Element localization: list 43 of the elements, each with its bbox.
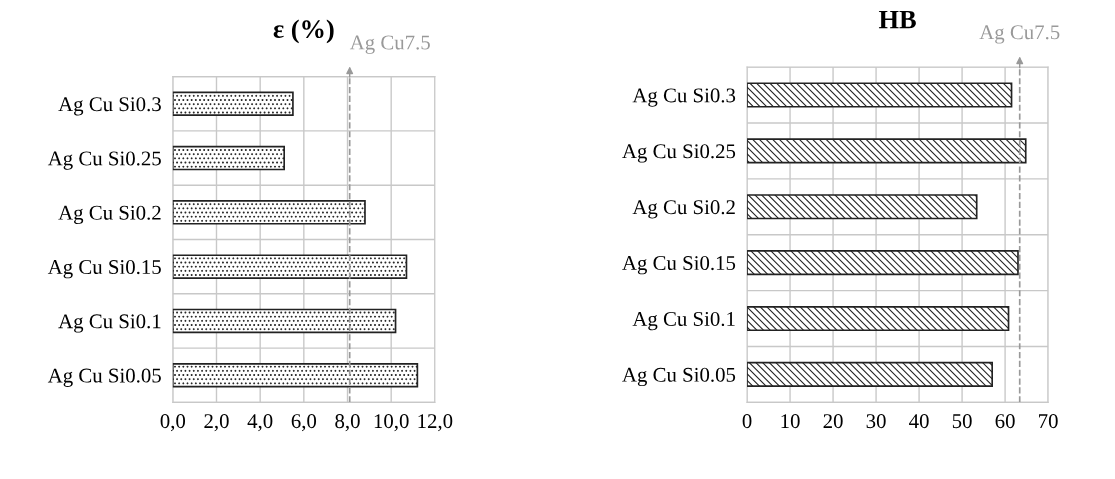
x-tick-label: 6,0 [291, 414, 317, 432]
y-tick-label: Ag Cu Si0.25 [622, 144, 736, 163]
x-tick-label: 10,0 [374, 414, 409, 432]
y-tick-label: Ag Cu Si0.2 [632, 200, 735, 219]
x-tick-label: 60 [995, 414, 1015, 429]
bar [172, 362, 419, 388]
x-tick-label: 2,0 [204, 414, 229, 432]
ref-line-label: Ag Cu7.5 [979, 25, 1060, 44]
ref-line-label: Ag Cu7.5 [349, 35, 430, 54]
y-tick-label: Ag Cu Si0.25 [47, 151, 161, 170]
x-tick-label: 20 [823, 414, 843, 429]
x-tick-label: 0 [742, 414, 752, 429]
y-tick-label: Ag Cu Si0.05 [622, 367, 736, 387]
y-tick-label: Ag Cu Si0.2 [58, 205, 161, 225]
bar [747, 82, 1013, 108]
bar [172, 308, 397, 334]
x-tick-label: 50 [952, 414, 972, 429]
chart-title: HB [878, 10, 916, 29]
bar [747, 138, 1027, 164]
x-tick-label: 0,0 [160, 414, 186, 432]
y-tick-label: Ag Cu Si0.3 [58, 97, 161, 116]
y-tick-label: Ag Cu Si0.1 [58, 314, 161, 333]
x-tick-label: 10 [781, 414, 800, 429]
bar [172, 91, 294, 117]
bar [747, 194, 978, 220]
x-tick-label: 30 [866, 414, 886, 429]
y-tick-label: Ag Cu Si0.15 [47, 259, 161, 279]
x-tick-label: 70 [1039, 414, 1058, 429]
bar [172, 254, 408, 279]
x-tick-label: 8,0 [335, 414, 360, 432]
bar [172, 200, 366, 225]
bar [747, 250, 1019, 276]
y-tick-label: Ag Cu Si0.05 [47, 368, 161, 387]
bar [747, 305, 1010, 332]
y-tick-label: Ag Cu Si0.3 [632, 88, 736, 107]
x-tick-label: 40 [909, 414, 929, 429]
chart-title: ε (%) [273, 19, 334, 44]
x-tick-label: 12,0 [418, 414, 453, 432]
bar [747, 361, 994, 387]
y-tick-label: Ag Cu Si0.1 [632, 311, 735, 331]
y-tick-label: Ag Cu Si0.15 [622, 256, 736, 275]
x-tick-label: 4,0 [247, 414, 273, 432]
bar [172, 145, 286, 171]
